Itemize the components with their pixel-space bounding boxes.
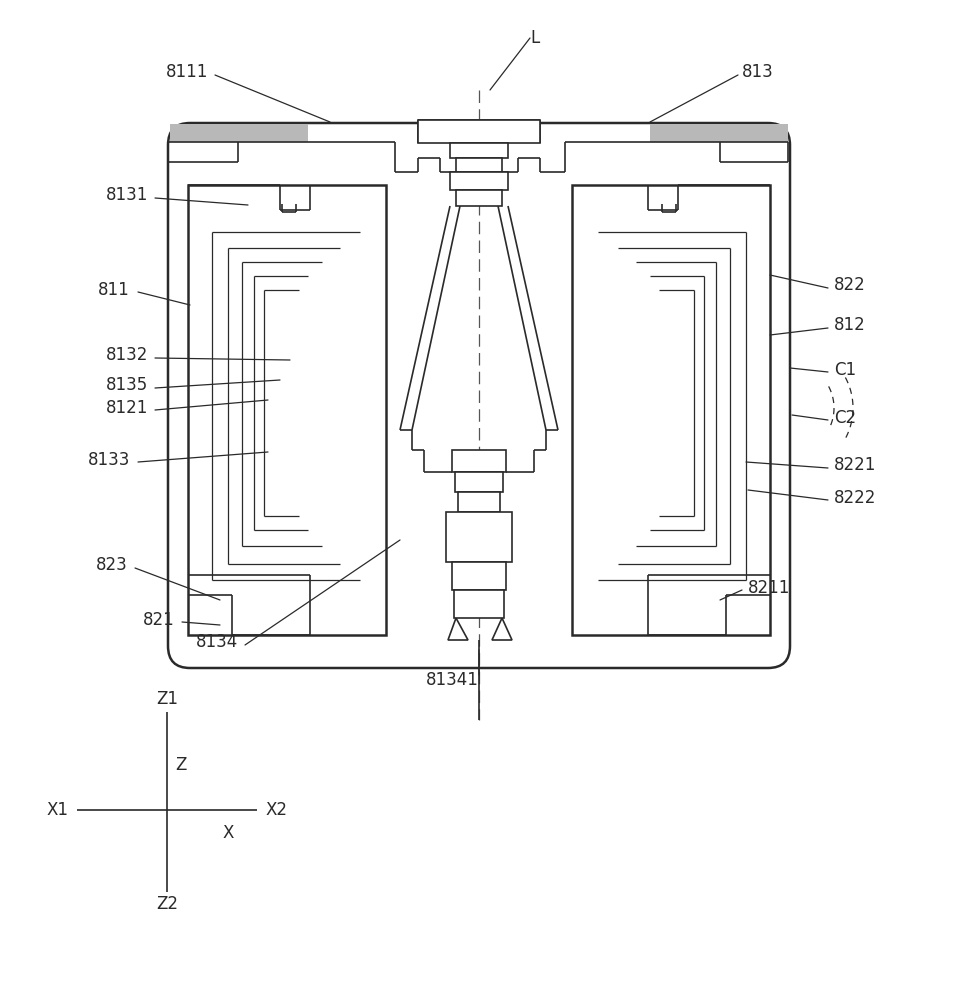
Bar (572, 185, 770, 635)
Bar (452, 450, 506, 472)
Bar (650, 124, 788, 142)
Bar (450, 172, 508, 190)
Text: 812: 812 (834, 316, 866, 334)
Bar (188, 185, 386, 635)
Text: X1: X1 (47, 801, 69, 819)
Polygon shape (448, 618, 468, 640)
Text: Z: Z (175, 756, 187, 774)
Text: 8132: 8132 (105, 346, 148, 364)
Bar (450, 143, 508, 158)
Text: 823: 823 (96, 556, 128, 574)
Text: X: X (223, 824, 234, 842)
Bar (456, 190, 502, 206)
Bar (454, 590, 504, 618)
Text: 8131: 8131 (105, 186, 148, 204)
Text: L: L (530, 29, 539, 47)
Text: C1: C1 (834, 361, 856, 379)
Text: 8111: 8111 (166, 63, 208, 81)
FancyBboxPatch shape (168, 123, 790, 668)
Text: Z2: Z2 (156, 895, 178, 913)
Bar (458, 492, 500, 512)
Text: X2: X2 (265, 801, 287, 819)
Bar (456, 158, 502, 172)
Text: 821: 821 (144, 611, 175, 629)
Bar (455, 472, 503, 492)
Text: 8134: 8134 (195, 633, 238, 651)
Bar (418, 120, 540, 143)
Text: 8211: 8211 (748, 579, 790, 597)
Text: C2: C2 (834, 409, 856, 427)
Text: 813: 813 (742, 63, 774, 81)
Text: 8135: 8135 (105, 376, 148, 394)
Text: 8121: 8121 (105, 399, 148, 417)
Text: 8222: 8222 (834, 489, 877, 507)
Text: 81341: 81341 (425, 671, 478, 689)
Text: Z1: Z1 (156, 690, 178, 708)
Text: 8221: 8221 (834, 456, 877, 474)
Text: 811: 811 (99, 281, 130, 299)
Bar (452, 562, 506, 590)
Text: 8133: 8133 (87, 451, 130, 469)
Polygon shape (492, 618, 512, 640)
Bar (446, 512, 512, 562)
Bar (170, 124, 308, 142)
Text: 822: 822 (834, 276, 866, 294)
